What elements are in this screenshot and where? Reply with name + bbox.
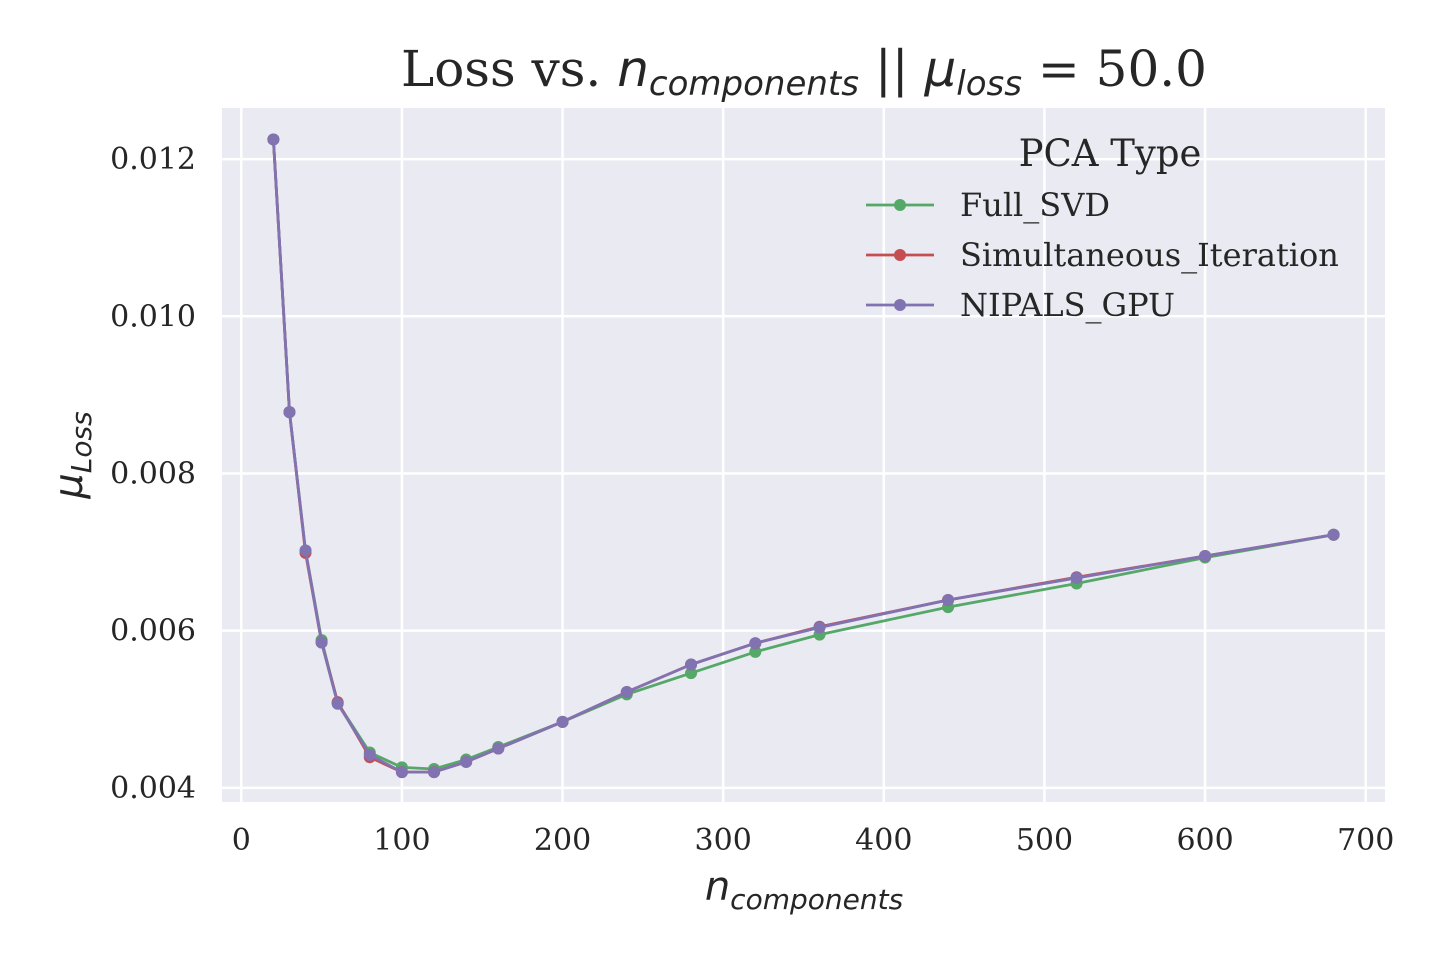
data-point	[749, 637, 762, 650]
legend-label: NIPALS_GPU	[960, 286, 1175, 324]
x-tick-labels: 0 100 200 300 400 500 600 700	[232, 823, 1395, 858]
data-point	[749, 645, 762, 658]
y-tick-labels: 0.004 0.006 0.008 0.010 0.012	[110, 142, 196, 806]
x-tick-label: 700	[1337, 823, 1394, 858]
legend-swatch-marker	[894, 199, 906, 211]
legend-item: NIPALS_GPU	[866, 286, 1175, 324]
chart-title: Loss vs. ncomponents || μloss = 50.0	[401, 40, 1207, 104]
data-point	[267, 133, 280, 146]
legend-item: Full_SVD	[866, 186, 1110, 224]
title-mu-sub: loss	[956, 64, 1022, 104]
y-tick-label: 0.006	[110, 614, 196, 649]
data-point	[299, 544, 312, 557]
title-n: n	[617, 40, 649, 98]
title-equals: = 50.0	[1022, 40, 1207, 98]
title-mu: μ	[923, 40, 956, 98]
title-separator: ||	[859, 40, 924, 98]
x-axis-title-base: n	[705, 864, 730, 910]
data-point	[813, 621, 826, 634]
series-nipals-gpu	[267, 133, 1340, 779]
legend-item: Simultaneous_Iteration	[866, 236, 1339, 274]
y-tick-label: 0.012	[110, 142, 196, 177]
series-layer	[267, 133, 1340, 779]
y-tick-label: 0.010	[110, 299, 196, 334]
legend-swatch-marker	[894, 249, 906, 261]
title-prefix: Loss vs.	[401, 40, 617, 98]
data-point	[315, 636, 328, 649]
data-point	[428, 766, 441, 779]
legend-items: Full_SVD Simultaneous_Iteration NIPALS_GPU	[866, 186, 1339, 324]
data-point	[460, 755, 473, 768]
data-point	[492, 742, 505, 755]
grid	[222, 108, 1385, 802]
y-axis-title: μLoss	[46, 411, 98, 499]
data-point	[363, 748, 376, 761]
data-point	[942, 594, 955, 607]
data-point	[685, 658, 698, 671]
x-tick-label: 300	[695, 823, 752, 858]
data-point	[283, 406, 296, 419]
legend-label: Full_SVD	[960, 186, 1110, 224]
y-tick-label: 0.008	[110, 456, 196, 491]
x-tick-label: 500	[1016, 823, 1073, 858]
x-tick-label: 600	[1176, 823, 1233, 858]
legend-swatch-marker	[894, 299, 906, 311]
data-point	[395, 766, 408, 779]
x-tick-label: 400	[855, 823, 912, 858]
data-point	[1070, 572, 1083, 585]
x-axis-title-sub: components	[730, 883, 903, 916]
x-tick-label: 100	[373, 823, 430, 858]
title-n-sub: components	[649, 64, 859, 104]
plot-background	[222, 108, 1385, 802]
y-axis-title-base: μ	[46, 473, 92, 499]
data-point	[331, 697, 344, 710]
legend-label: Simultaneous_Iteration	[960, 236, 1339, 274]
data-point	[1199, 549, 1212, 562]
y-axis-title-sub: Loss	[65, 411, 98, 473]
y-tick-label: 0.004	[110, 771, 196, 806]
x-tick-label: 0	[232, 823, 251, 858]
x-tick-label: 200	[534, 823, 591, 858]
legend-title: PCA Type	[1019, 132, 1202, 175]
legend: PCA Type Full_SVD Simultaneous_Iteration N…	[866, 132, 1339, 324]
data-point	[1327, 528, 1340, 541]
data-point	[620, 685, 633, 698]
data-point	[685, 667, 698, 680]
data-point	[556, 715, 569, 728]
x-axis-title: ncomponents	[705, 864, 903, 916]
